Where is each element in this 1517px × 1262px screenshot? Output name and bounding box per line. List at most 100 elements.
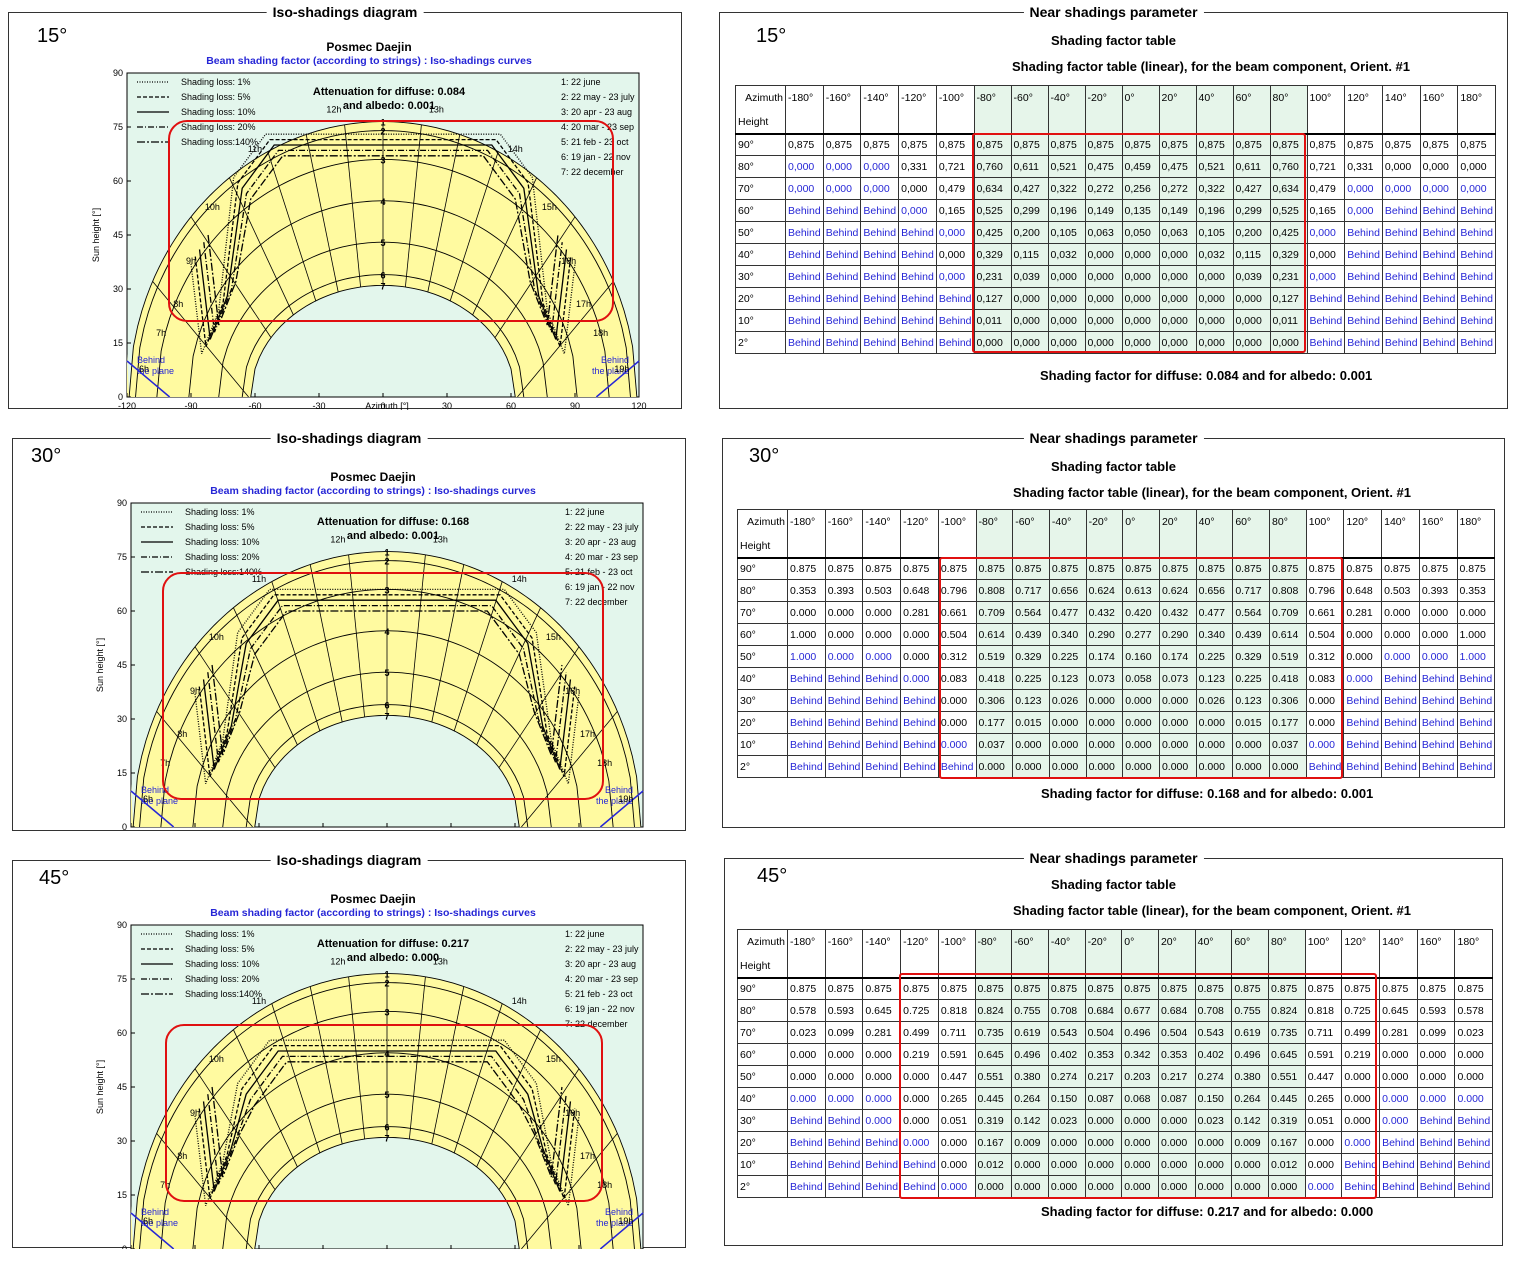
shading-factor-cell: 0.000 xyxy=(1195,711,1234,734)
shading-factor-cell: Behind xyxy=(1457,287,1497,310)
shading-factor-cell: Behind xyxy=(824,711,864,734)
shading-factor-cell: 0.393 xyxy=(1418,579,1458,602)
shading-factor-cell: 0.000 xyxy=(862,601,902,624)
behind-plane-line xyxy=(130,1212,175,1249)
shading-factor-cell: 0.000 xyxy=(1381,601,1420,624)
shading-factor-cell: 0.875 xyxy=(824,556,864,580)
shading-factor-cell: Behind xyxy=(1457,221,1497,244)
shading-factor-cell: 0.000 xyxy=(1343,645,1383,668)
legend-loss-label: Shading loss: 1% xyxy=(185,507,255,517)
shading-factor-cell: 0.281 xyxy=(1343,601,1383,624)
shading-factor-cell: 0,039 xyxy=(1010,265,1049,288)
azimuth-header-cell: 20° xyxy=(1158,85,1197,134)
shading-factor-cell: Behind xyxy=(862,733,902,756)
legend-date-label: 6: 19 jan - 22 nov xyxy=(561,152,631,162)
table-row: 30° Behind Behind 0.000 0.000 0.051 0.319 0.142… xyxy=(737,1109,1494,1132)
azimuth-header-cell: 100° xyxy=(1305,509,1345,558)
shading-factor-cell: 0.000 xyxy=(862,1065,902,1088)
shading-factor-cell: 0.000 xyxy=(787,1043,826,1066)
shading-factor-cell: 0.709 xyxy=(975,601,1014,624)
shading-factor-cell: Behind xyxy=(787,1109,826,1132)
shading-factor-cell: Behind xyxy=(1456,755,1496,778)
shading-factor-cell: Behind xyxy=(1381,733,1420,756)
shading-factor-cell: Behind xyxy=(785,243,824,266)
hour-label: 18h xyxy=(597,1180,612,1190)
shading-factor-cell: Behind xyxy=(785,309,824,332)
shading-factor-cell: 0.709 xyxy=(1269,601,1307,624)
shading-factor-cell: 0,000 xyxy=(1121,309,1160,332)
angle-label: 15° xyxy=(756,25,787,47)
shading-factor-cell: 0.099 xyxy=(824,1021,864,1044)
shading-factor-cell: 0.264 xyxy=(1231,1087,1269,1110)
hour-line xyxy=(431,564,465,723)
shading-factor-cell: 0.543 xyxy=(1047,1021,1086,1044)
height-cell: 90° xyxy=(737,976,788,1000)
shading-factor-cell: 0.656 xyxy=(1048,579,1087,602)
shading-factor-cell: 0.000 xyxy=(1085,689,1124,712)
hour-label: 14h xyxy=(512,996,527,1006)
azimuth-header-cell: 80° xyxy=(1269,509,1307,558)
shading-factor-cell: 0.684 xyxy=(1157,999,1196,1022)
iso-shading-curve xyxy=(190,133,576,355)
azimuth-header-cell: 160° xyxy=(1419,85,1459,134)
azimuth-header-cell: -60° xyxy=(1011,929,1049,978)
shading-factor-cell: 0.499 xyxy=(1341,1021,1381,1044)
title-rule xyxy=(880,858,982,859)
x-tick-label: -60 xyxy=(248,401,261,410)
shading-factor-cell: 0.648 xyxy=(1343,579,1383,602)
shading-factor-cell: 0.445 xyxy=(974,1087,1013,1110)
shading-factor-cell: 0.009 xyxy=(1231,1131,1269,1154)
shading-factor-cell: 0,000 xyxy=(1084,287,1123,310)
shading-factor-cell: 0.177 xyxy=(975,711,1014,734)
shading-factor-cell: Behind xyxy=(862,667,902,690)
table-row: 60° 0.000 0.000 0.000 0.219 0.591 0.645 0.496 0.… xyxy=(737,1043,1494,1066)
title-rule xyxy=(1238,438,1340,439)
shading-factor-cell: 0.023 xyxy=(1047,1109,1086,1132)
sun-path-curve xyxy=(254,714,520,828)
shading-factor-cell: 0,000 xyxy=(1084,309,1123,332)
shading-factor-cell: 0,000 xyxy=(860,177,900,200)
shading-factor-cell: 0.503 xyxy=(1381,579,1420,602)
y-tick-label: 60 xyxy=(113,176,123,186)
shading-factor-cell: 0.000 xyxy=(1231,1175,1269,1198)
shading-factor-cell: 0.000 xyxy=(1194,1131,1233,1154)
shading-factor-cell: 0.875 xyxy=(1456,556,1496,580)
azimuth-header: Azimuth xyxy=(747,936,785,948)
shading-factor-cell: 0.000 xyxy=(1379,1109,1418,1132)
legend-date-label: 5: 21 feb - 23 oct xyxy=(561,137,629,147)
legend-date-label: 4: 20 mar - 23 sep xyxy=(561,122,634,132)
y-tick-label: 30 xyxy=(117,1136,127,1146)
shading-factor-cell: 0.875 xyxy=(1379,976,1418,1000)
shading-factor-cell: 0.000 xyxy=(1121,1175,1159,1198)
table-row: 80° 0,000 0,000 0,000 0,331 0,721 0,760 0,611 0,… xyxy=(735,155,1497,178)
table-row: 40° Behind Behind Behind 0.000 0.083 0.418 0.22… xyxy=(737,667,1496,690)
shading-factor-cell: 0.708 xyxy=(1194,999,1233,1022)
shading-factor-cell: Behind xyxy=(935,331,975,354)
shading-factor-cell: 0.519 xyxy=(975,645,1014,668)
shading-factor-cell: 0,032 xyxy=(1047,243,1086,266)
legend-loss-label: Shading loss: 10% xyxy=(181,107,256,117)
shading-factor-cell: 0,000 xyxy=(973,331,1012,354)
hour-label: 6h xyxy=(143,1216,153,1226)
date-curve-label: 3 xyxy=(380,155,385,165)
legend-date-label: 7: 22 december xyxy=(561,167,624,177)
shading-factor-cell: 0,000 xyxy=(898,199,937,222)
shading-factor-cell: 0.099 xyxy=(1416,1021,1456,1044)
chart-subtitle: Beam shading factor (according to string… xyxy=(210,907,536,919)
iso-shading-curve xyxy=(202,1050,572,1192)
legend-date-label: 3: 20 apr - 23 aug xyxy=(565,959,636,969)
date-curve-label: 7 xyxy=(384,1133,389,1143)
shading-factor-cell: 0.000 xyxy=(1158,755,1197,778)
shading-factor-cell: 0,149 xyxy=(1084,199,1123,222)
table-row: 70° 0.000 0.000 0.000 0.281 0.661 0.709 0.564 0.… xyxy=(737,601,1496,624)
sun-path-curve xyxy=(222,1093,552,1249)
height-cell: 2° xyxy=(735,331,786,354)
table-row: 50° Behind Behind Behind Behind 0,000 0,425 0,2… xyxy=(735,221,1497,244)
y-tick-label: 90 xyxy=(117,920,127,930)
shading-factor-cell: 0.519 xyxy=(1269,645,1307,668)
iso-diagram-panel-30: Iso-shadings diagram 30° Posmec Daejin Be… xyxy=(12,430,686,832)
shading-factor-cell: Behind xyxy=(787,1153,826,1176)
table-panel-title: Near shadings parameter xyxy=(1023,4,1204,20)
azimuth-header-cell: -160° xyxy=(822,85,862,134)
